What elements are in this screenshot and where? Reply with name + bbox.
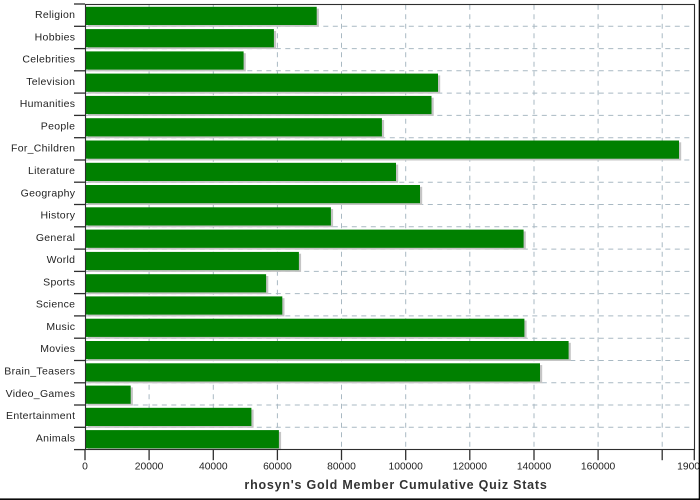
- svg-text:Video_Games: Video_Games: [6, 388, 76, 400]
- svg-text:20000: 20000: [135, 461, 164, 472]
- svg-text:60000: 60000: [263, 461, 292, 472]
- svg-text:140000: 140000: [517, 461, 552, 472]
- svg-text:100000: 100000: [389, 461, 424, 472]
- svg-text:Hobbies: Hobbies: [35, 31, 76, 43]
- svg-text:Literature: Literature: [28, 165, 75, 177]
- svg-text:Science: Science: [36, 299, 75, 311]
- svg-text:0: 0: [82, 461, 88, 472]
- svg-text:Music: Music: [46, 321, 75, 333]
- svg-text:Animals: Animals: [36, 432, 75, 444]
- svg-text:Humanities: Humanities: [20, 98, 76, 110]
- svg-text:160000: 160000: [581, 461, 616, 472]
- svg-text:120000: 120000: [453, 461, 488, 472]
- svg-text:Geography: Geography: [21, 187, 76, 199]
- svg-text:For_Children: For_Children: [11, 143, 75, 155]
- svg-text:General: General: [36, 232, 75, 244]
- svg-text:Celebrities: Celebrities: [22, 54, 75, 66]
- svg-text:Religion: Religion: [35, 9, 75, 21]
- svg-text:History: History: [41, 210, 76, 222]
- svg-text:Movies: Movies: [40, 343, 75, 355]
- svg-text:80000: 80000: [327, 461, 356, 472]
- svg-text:rhosyn's Gold Member Cumulativ: rhosyn's Gold Member Cumulative Quiz Sta…: [244, 478, 547, 492]
- svg-text:190000: 190000: [677, 461, 700, 472]
- svg-text:World: World: [47, 254, 76, 266]
- svg-text:People: People: [41, 120, 76, 132]
- svg-text:Sports: Sports: [43, 276, 75, 288]
- svg-text:Television: Television: [26, 76, 75, 88]
- svg-text:Entertainment: Entertainment: [6, 410, 75, 422]
- svg-text:Brain_Teasers: Brain_Teasers: [4, 366, 75, 378]
- svg-text:40000: 40000: [199, 461, 228, 472]
